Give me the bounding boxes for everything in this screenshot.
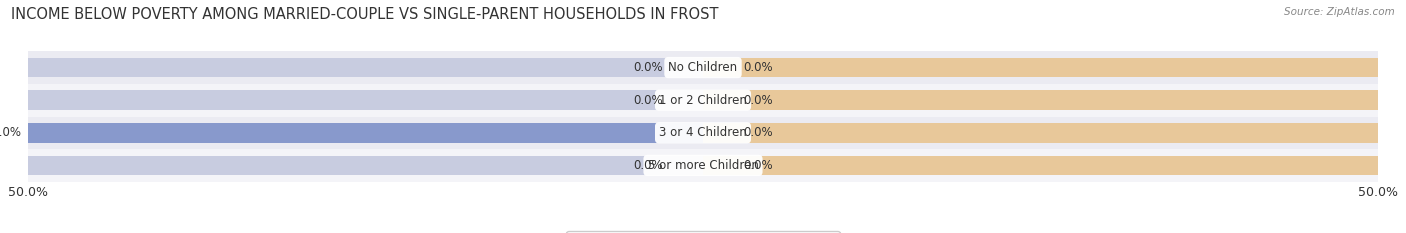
Bar — [28, 90, 703, 110]
Bar — [28, 116, 1378, 149]
Text: 3 or 4 Children: 3 or 4 Children — [659, 126, 747, 139]
Text: 0.0%: 0.0% — [744, 61, 773, 74]
Bar — [28, 51, 1378, 84]
Bar — [703, 123, 1378, 143]
Text: 5 or more Children: 5 or more Children — [648, 159, 758, 172]
Bar — [703, 58, 1378, 77]
Bar — [703, 156, 1378, 175]
Text: INCOME BELOW POVERTY AMONG MARRIED-COUPLE VS SINGLE-PARENT HOUSEHOLDS IN FROST: INCOME BELOW POVERTY AMONG MARRIED-COUPL… — [11, 7, 718, 22]
Text: 50.0%: 50.0% — [0, 126, 21, 139]
Bar — [28, 156, 703, 175]
Text: 0.0%: 0.0% — [744, 159, 773, 172]
Text: 1 or 2 Children: 1 or 2 Children — [659, 94, 747, 107]
Text: 0.0%: 0.0% — [744, 94, 773, 107]
Text: 0.0%: 0.0% — [633, 159, 662, 172]
Text: 0.0%: 0.0% — [633, 94, 662, 107]
Bar — [28, 123, 703, 143]
Text: 0.0%: 0.0% — [633, 61, 662, 74]
Bar — [703, 90, 1378, 110]
Bar — [28, 84, 1378, 116]
Text: No Children: No Children — [668, 61, 738, 74]
Bar — [28, 123, 703, 143]
Text: Source: ZipAtlas.com: Source: ZipAtlas.com — [1284, 7, 1395, 17]
Bar — [28, 58, 703, 77]
Bar — [28, 149, 1378, 182]
Text: 0.0%: 0.0% — [744, 126, 773, 139]
Legend: Married Couples, Single Parents: Married Couples, Single Parents — [567, 231, 839, 233]
